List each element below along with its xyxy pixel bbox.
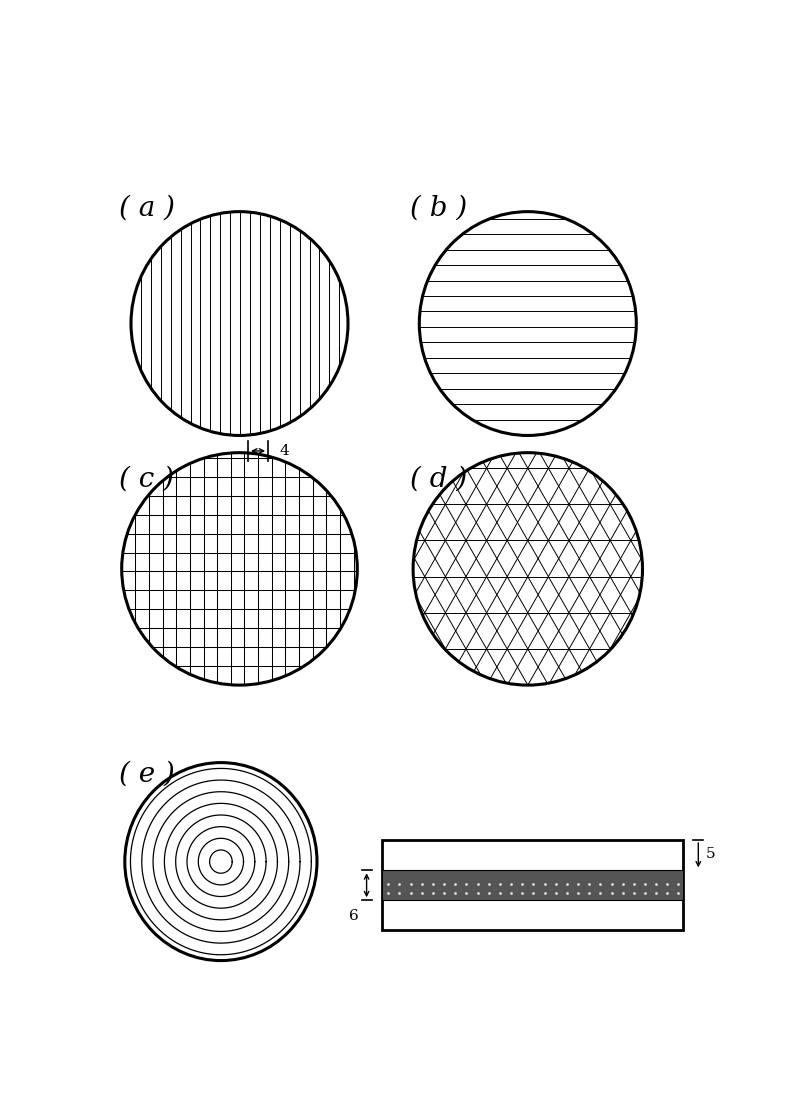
Bar: [382, 840, 682, 930]
Text: ( e ): ( e ): [118, 761, 174, 788]
Text: ( b ): ( b ): [410, 195, 467, 221]
Bar: [382, 870, 682, 900]
Text: 4: 4: [279, 444, 289, 458]
Text: 5: 5: [706, 847, 715, 861]
Text: ( a ): ( a ): [118, 195, 174, 221]
Text: ( d ): ( d ): [410, 465, 467, 493]
Text: 6: 6: [350, 909, 359, 922]
Text: ( c ): ( c ): [118, 465, 174, 493]
